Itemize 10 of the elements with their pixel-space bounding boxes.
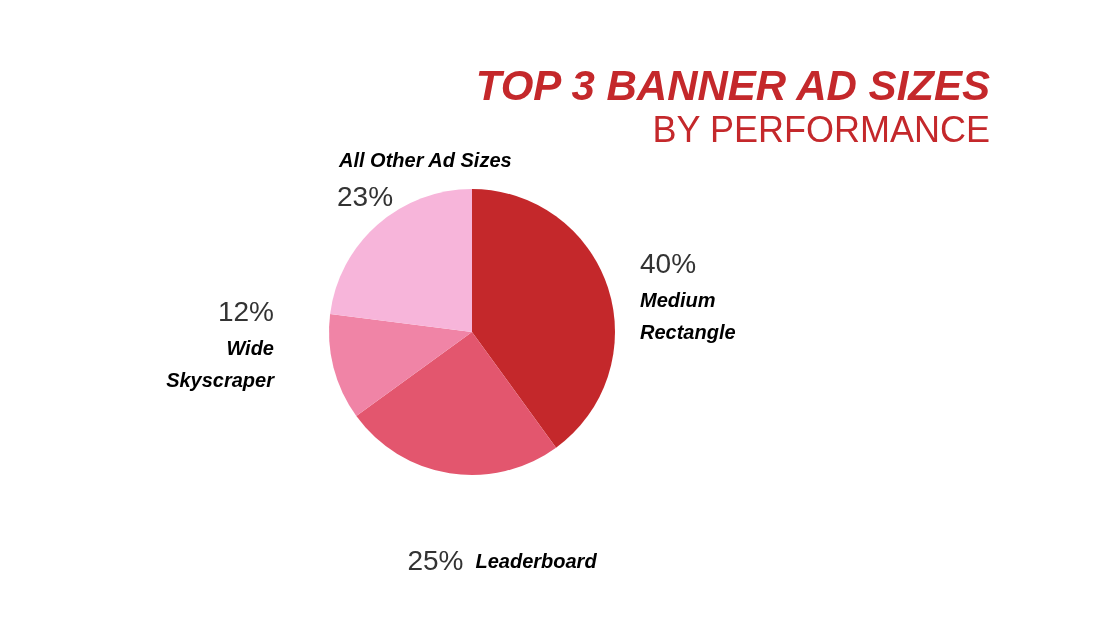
data-label: 40% <box>640 248 697 280</box>
slice-label: Wide Skyscraper <box>166 336 276 391</box>
chart-title: TOP 3 BANNER AD SIZES <box>475 62 990 110</box>
data-label: 25% <box>407 544 464 576</box>
data-label: 23% <box>337 180 394 212</box>
slice-label: All Other Ad Sizes <box>338 148 512 171</box>
text: BY PERFORMANCE <box>651 109 990 150</box>
slice-label: Leaderboard <box>475 549 598 572</box>
slice-label: Medium Rectangle <box>640 289 736 343</box>
data-label: 12% <box>217 296 274 328</box>
